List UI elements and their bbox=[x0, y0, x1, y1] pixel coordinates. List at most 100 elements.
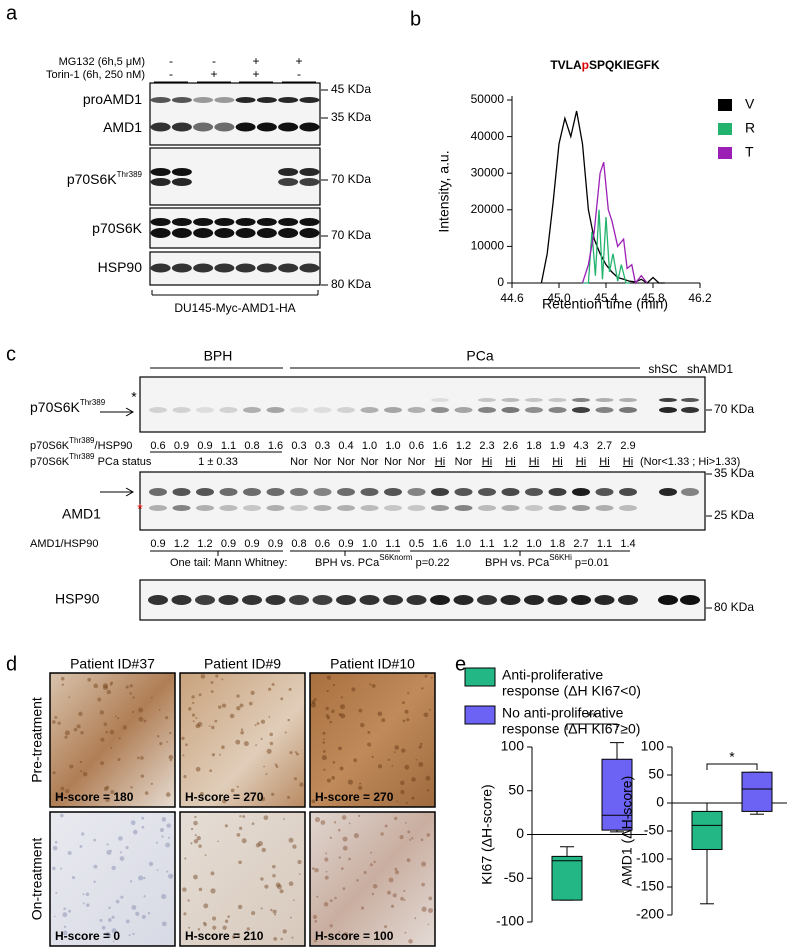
ihc-texture bbox=[87, 677, 92, 682]
status-value: Nor bbox=[290, 456, 308, 468]
ihc-texture bbox=[169, 759, 172, 762]
band bbox=[384, 488, 402, 496]
ihc-texture bbox=[236, 694, 240, 698]
ihc-texture bbox=[311, 867, 315, 871]
ihc-texture bbox=[261, 847, 267, 853]
legend-swatch bbox=[718, 147, 732, 159]
ratio-value: 1.2 bbox=[503, 538, 518, 550]
control-label: shSC bbox=[648, 362, 678, 376]
legend-swatch bbox=[718, 99, 732, 111]
ihc-texture bbox=[184, 857, 187, 860]
band bbox=[658, 595, 678, 605]
ihc-texture bbox=[297, 859, 302, 865]
ihc-texture bbox=[210, 871, 215, 876]
ihc-texture bbox=[387, 890, 391, 895]
ihc-texture bbox=[367, 730, 371, 734]
ratio-label-base: p70S6K bbox=[30, 440, 70, 452]
ihc-texture bbox=[215, 674, 219, 678]
ihc-texture bbox=[418, 745, 422, 749]
box bbox=[551, 855, 583, 901]
band bbox=[150, 122, 171, 132]
treatment-sign: - bbox=[169, 67, 173, 81]
ihc-image bbox=[49, 811, 176, 947]
ihc-texture bbox=[243, 938, 247, 941]
ihc-texture bbox=[198, 693, 202, 697]
ihc-texture bbox=[203, 903, 209, 909]
significance-bracket bbox=[706, 763, 758, 770]
ihc-texture bbox=[148, 861, 154, 867]
ihc-texture bbox=[324, 857, 329, 862]
band bbox=[150, 168, 171, 176]
band bbox=[407, 407, 426, 413]
legend-label: R bbox=[745, 120, 755, 136]
band bbox=[219, 505, 238, 511]
ihc-texture bbox=[351, 687, 356, 692]
ihc-texture bbox=[275, 882, 281, 888]
band bbox=[619, 398, 637, 402]
ihc-texture bbox=[61, 793, 64, 796]
ihc-texture bbox=[273, 913, 277, 916]
status-value: Nor bbox=[361, 456, 379, 468]
ihc-texture bbox=[52, 866, 56, 871]
band bbox=[312, 595, 333, 605]
ihc-texture bbox=[314, 867, 319, 873]
arrow-head bbox=[125, 487, 135, 497]
ihc-texture bbox=[396, 800, 398, 803]
ihc-texture bbox=[401, 748, 406, 753]
group-label: PCa bbox=[466, 348, 493, 364]
ihc-texture bbox=[239, 703, 244, 708]
band bbox=[243, 505, 261, 511]
ihc-texture bbox=[82, 902, 85, 905]
ihc-texture bbox=[272, 874, 276, 878]
ihc-texture bbox=[97, 697, 102, 702]
ihc-texture bbox=[394, 870, 400, 875]
blot bbox=[149, 147, 321, 206]
ihc-texture bbox=[193, 839, 199, 844]
ihc-texture bbox=[227, 915, 230, 918]
band-star: * bbox=[131, 389, 137, 405]
ihc-texture bbox=[312, 914, 318, 919]
ihc-texture bbox=[53, 915, 56, 918]
cell-line-label: DU145-Myc-AMD1-HA bbox=[174, 301, 295, 315]
band bbox=[501, 398, 520, 402]
ihc-texture bbox=[51, 720, 56, 724]
band bbox=[477, 595, 497, 605]
ihc-texture bbox=[372, 883, 378, 889]
legend-label: V bbox=[745, 96, 755, 112]
ratio-value: 1.0 bbox=[362, 538, 377, 550]
ihc-texture bbox=[269, 741, 274, 746]
band bbox=[595, 398, 614, 402]
legend-label: T bbox=[745, 144, 754, 160]
ratio-value: 1.1 bbox=[221, 440, 236, 452]
ihc-texture bbox=[236, 833, 241, 837]
ratio-value: 1.9 bbox=[550, 440, 565, 452]
ihc-texture bbox=[81, 832, 85, 836]
ihc-image bbox=[179, 811, 306, 947]
ihc-texture bbox=[188, 707, 192, 711]
ratio-value: 0.3 bbox=[291, 440, 306, 452]
ihc-texture bbox=[119, 851, 122, 854]
ihc-texture bbox=[343, 932, 349, 938]
ihc-texture bbox=[325, 706, 329, 711]
ihc-texture bbox=[326, 675, 332, 680]
ihc-texture bbox=[313, 698, 317, 701]
ihc-texture bbox=[409, 838, 412, 841]
ihc-texture bbox=[426, 833, 431, 837]
band bbox=[256, 97, 277, 103]
ratio-value: 1.6 bbox=[268, 440, 283, 452]
ihc-texture bbox=[288, 687, 292, 691]
band bbox=[500, 595, 521, 605]
ihc-texture bbox=[194, 815, 197, 819]
band bbox=[150, 263, 171, 273]
band bbox=[278, 228, 299, 238]
ihc-texture bbox=[370, 851, 373, 854]
ihc-texture bbox=[287, 795, 291, 799]
band bbox=[595, 488, 614, 496]
ihc-texture bbox=[71, 876, 76, 880]
ihc-texture bbox=[272, 864, 276, 869]
blot-label-base: p70S6K bbox=[67, 171, 117, 187]
ihc-texture bbox=[402, 701, 405, 705]
ihc-texture bbox=[82, 771, 88, 777]
ihc-texture bbox=[392, 893, 397, 898]
ihc-texture bbox=[270, 908, 273, 912]
